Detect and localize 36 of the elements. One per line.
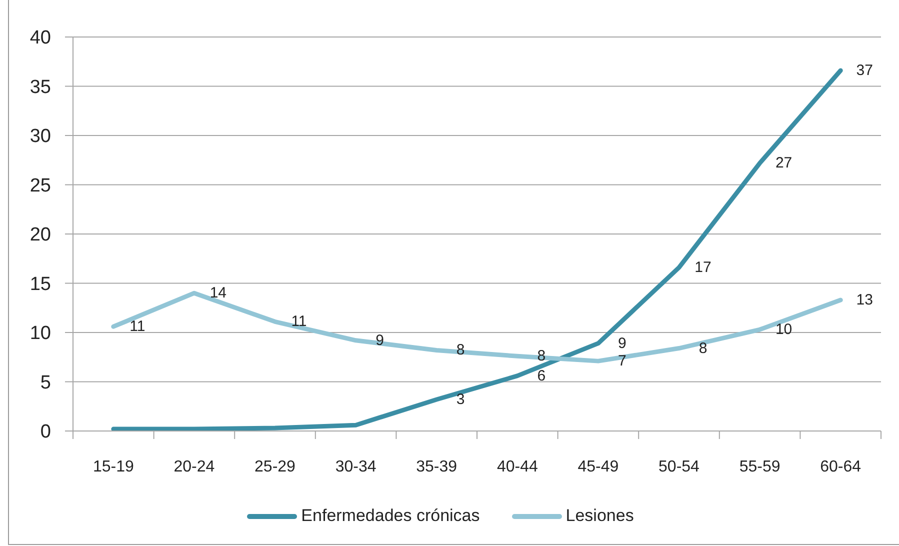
y-tick-label: 40 (30, 28, 51, 49)
data-label: 7 (618, 352, 626, 370)
legend-label: Enfermedades crónicas (301, 506, 480, 526)
y-tick-label: 30 (30, 126, 51, 148)
x-tick-label: 30-34 (335, 458, 376, 476)
y-tick-label: 5 (40, 372, 51, 394)
data-label: 11 (130, 318, 146, 336)
y-tick-label: 10 (30, 323, 51, 344)
y-tick-label: 15 (30, 274, 51, 295)
data-label: 13 (856, 291, 873, 308)
data-label: 11 (291, 313, 307, 330)
y-tick-label: 0 (40, 422, 51, 443)
data-label: 9 (618, 334, 626, 352)
legend-label: Lesiones (566, 506, 634, 526)
x-tick-label: 35-39 (416, 458, 458, 476)
x-tick-label: 45-49 (578, 458, 619, 476)
x-tick-label: 60-64 (820, 458, 862, 476)
data-label: 14 (210, 284, 227, 302)
x-tick-label: 40-44 (496, 458, 538, 476)
data-label: 10 (775, 321, 792, 338)
data-label: 37 (856, 62, 873, 79)
y-tick-label: 35 (30, 76, 51, 98)
line-series (111, 68, 843, 431)
data-label: 8 (698, 340, 708, 357)
x-tick-label: 55-59 (739, 458, 780, 476)
x-tick-label: 50-54 (658, 458, 700, 476)
data-label: 17 (694, 258, 712, 276)
x-tick-label: 25-29 (254, 458, 296, 476)
data-label: 6 (537, 367, 546, 384)
y-tick-label: 25 (30, 175, 51, 196)
data-label: 9 (376, 332, 384, 349)
data-label: 27 (775, 154, 792, 172)
x-tick-label: 15-19 (92, 458, 134, 476)
data-label: 3 (456, 390, 465, 408)
x-tick-label: 20-24 (174, 458, 215, 476)
y-tick-label: 20 (30, 224, 51, 246)
